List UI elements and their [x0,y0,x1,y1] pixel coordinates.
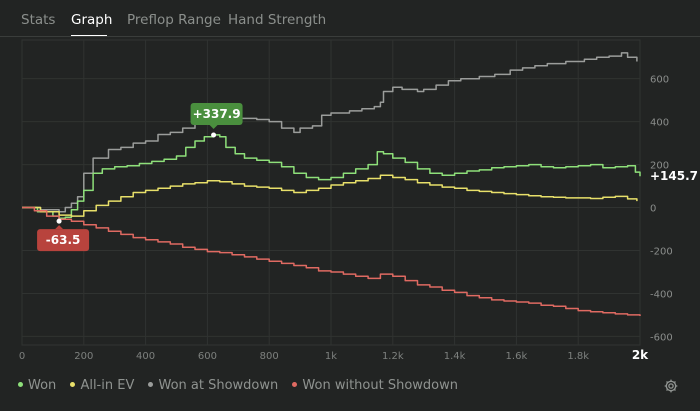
y-tick-label: 200 [650,161,669,172]
y-tick-label: 0 [650,204,656,215]
y-tick-label: 600 [650,75,669,86]
x-tick-label: 1.6k [506,351,528,362]
x-tick-label: 1.2k [382,351,404,362]
series-line-won-at-showdown [22,52,638,213]
annotation-pointer [209,124,218,129]
x-tick-label: 1.4k [444,351,466,362]
tab-divider [0,36,700,37]
gear-icon[interactable] [663,378,679,394]
tab-graph[interactable]: Graph [71,12,113,28]
annotation-badge [190,102,243,125]
legend-dot-all-in-ev [70,382,76,387]
y-tick-label: -400 [650,289,673,300]
tab-preflop-range[interactable]: Preflop Range [127,12,221,28]
end-value-label: +145.7 [650,169,698,183]
annotation-marker [56,218,62,224]
x-tick-label: 400 [136,351,155,362]
annotation-label: -63.5 [46,233,81,247]
tab-stats[interactable]: Stats [21,12,56,28]
tab-hand-strength[interactable]: Hand Strength [228,12,327,28]
legend-label-won: Won [28,378,57,393]
annotation-badge [37,229,90,252]
legend-item-won-at-showdown[interactable]: Won at Showdown [148,378,278,393]
legend-label-all-in-ev: All-in EV [80,378,135,393]
series-line-won-without-showdown [22,206,641,316]
y-tick-label: 400 [650,118,669,129]
x-tick-label: 1k [325,351,337,362]
tab-bar: Stats Graph Preflop Range Hand Strength [0,0,700,37]
legend-item-won[interactable]: Won [18,378,56,393]
x-tick-label: 2k [632,348,649,362]
legend-dot-won-at-showdown [148,382,154,387]
legend-item-won-without-showdown[interactable]: Won without Showdown [292,378,458,393]
y-tick-label: -200 [650,246,673,257]
series-line-all-in-ev [22,174,638,217]
annotation-marker [211,132,217,138]
legend-label-won-without-showdown: Won without Showdown [302,378,458,393]
legend-dot-won-without-showdown [292,382,298,387]
y-tick-label: -600 [650,332,673,343]
x-tick-label: 600 [198,351,217,362]
legend-item-all-in-ev[interactable]: All-in EV [70,378,134,393]
x-tick-label: 200 [74,351,93,362]
series-line-won [22,134,641,220]
legend-label-won-at-showdown: Won at Showdown [158,378,279,393]
x-tick-label: 1.8k [567,351,589,362]
annotation-label: +337.9 [193,107,241,121]
legend-dot-won [18,382,23,387]
x-tick-label: 0 [19,351,25,362]
x-tick-label: 800 [260,351,279,362]
chart-legend: Won All-in EV Won at Showdown Won withou… [18,378,468,393]
annotation-pointer [55,225,64,230]
